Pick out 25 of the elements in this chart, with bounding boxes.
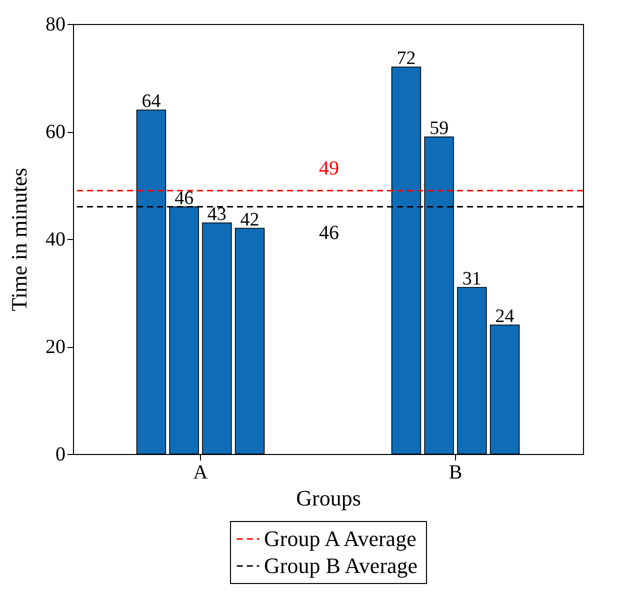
bar [202,222,232,454]
data-label: 43 [207,204,226,225]
y-tick-label: 40 [46,228,66,250]
data-label: 46 [174,188,194,209]
legend-label: Group B Average [264,553,418,578]
bar [234,228,265,454]
data-label: 24 [495,306,515,327]
bar [457,286,487,454]
data-label: 64 [142,91,162,112]
y-tick-label: 0 [56,444,66,466]
annotation: 46 [319,222,339,244]
x-axis-title: Groups [296,486,361,510]
data-label: 72 [396,48,416,69]
x-tick-label: A [193,462,208,484]
x-tick-label: B [448,462,462,484]
legend-label: Group A Average [264,526,416,551]
bar [490,324,520,454]
annotation: 49 [319,158,339,180]
y-axis-title: Time in minutes [6,168,32,312]
y-tick-label: 20 [46,336,66,358]
data-label: 59 [430,118,449,139]
data-label: 42 [240,209,260,230]
data-label: 31 [462,268,482,290]
y-tick-label: 60 [46,121,66,143]
y-tick-label: 80 [46,14,66,36]
